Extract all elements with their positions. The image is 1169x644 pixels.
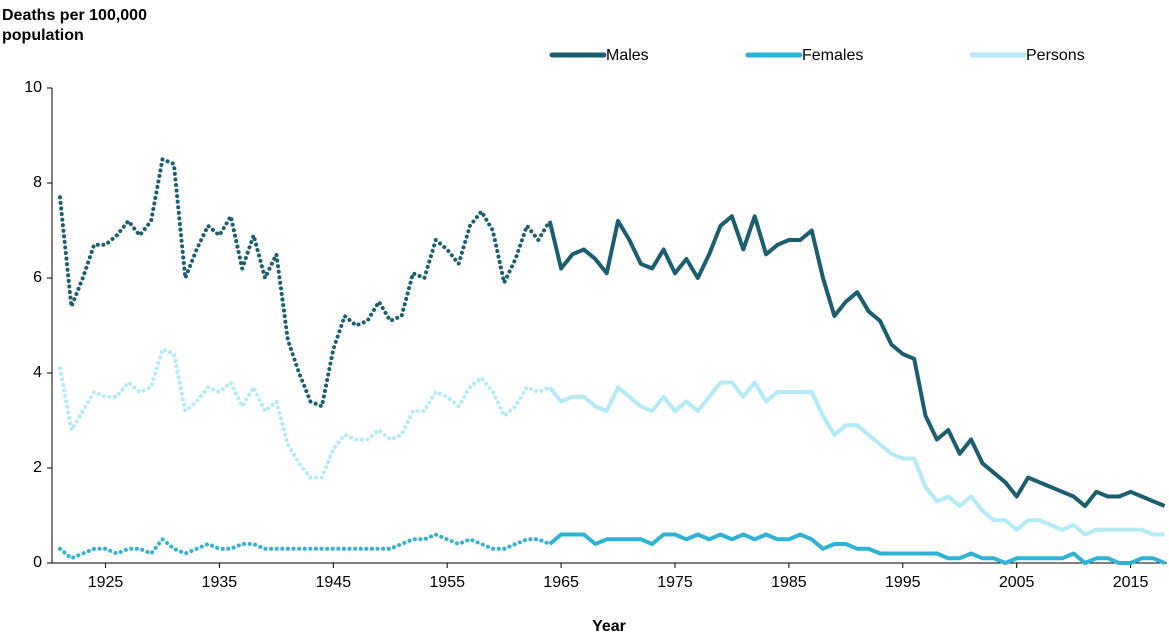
series-line (58, 532, 552, 561)
y-tick-label: 4 (33, 364, 42, 381)
series-line (548, 532, 1166, 565)
series-line (58, 157, 552, 409)
series-line (58, 347, 552, 480)
legend-label: Males (606, 47, 649, 64)
x-tick-label: 2005 (999, 574, 1035, 591)
x-tick-label: 1985 (771, 574, 807, 591)
y-tick-label: 8 (33, 174, 42, 191)
x-tick-label: 1965 (543, 574, 579, 591)
legend-label: Persons (1026, 47, 1085, 64)
series-line (548, 380, 1165, 537)
x-tick-label: 1925 (88, 574, 124, 591)
y-tick-label: 2 (33, 459, 42, 476)
x-tick-label: 1955 (429, 574, 465, 591)
x-tick-label: 2015 (1113, 574, 1149, 591)
x-tick-label: 1975 (657, 574, 693, 591)
y-tick-label: 0 (33, 554, 42, 571)
x-tick-label: 1935 (202, 574, 238, 591)
y-tick-label: 6 (33, 269, 42, 286)
legend-label: Females (802, 47, 863, 64)
x-tick-label: 1995 (885, 574, 921, 591)
x-tick-label: 1945 (316, 574, 352, 591)
series-line (547, 214, 1166, 508)
y-tick-label: 10 (24, 79, 42, 96)
y-axis-label: Deaths per 100,000 population (2, 7, 147, 44)
x-axis-label: Year (592, 618, 626, 635)
